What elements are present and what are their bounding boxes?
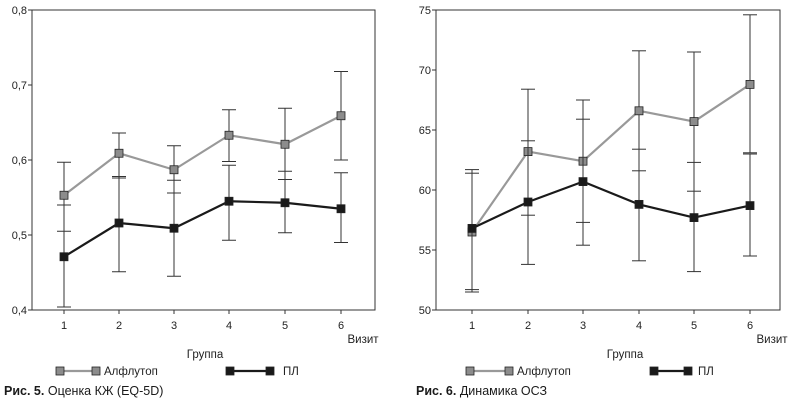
legend-marker bbox=[91, 366, 101, 376]
data-point bbox=[467, 223, 477, 233]
figure-5-caption-label: Рис. 5. bbox=[4, 384, 45, 398]
legend-marker bbox=[649, 366, 659, 376]
legend-item-pl: ПЛ bbox=[225, 366, 299, 378]
legend-item-alflutop: Алфлутоп bbox=[55, 366, 158, 378]
data-point bbox=[224, 196, 234, 206]
data-point bbox=[280, 198, 290, 208]
figure-5-caption-text: Оценка КЖ (EQ-5D) bbox=[47, 384, 164, 398]
y-tick-label: 0,5 bbox=[12, 230, 27, 242]
data-point bbox=[224, 130, 234, 140]
figure-6-caption-label: Рис. 6. bbox=[416, 384, 457, 398]
data-point bbox=[523, 197, 533, 207]
x-tick-label: 2 bbox=[116, 320, 122, 332]
y-tick-label: 0,4 bbox=[12, 305, 27, 317]
legend-marker bbox=[55, 366, 65, 376]
data-point bbox=[578, 177, 588, 187]
legend-label: ПЛ bbox=[698, 366, 714, 378]
data-point bbox=[689, 117, 699, 126]
series-line bbox=[63, 114, 342, 197]
legend-title: Группа bbox=[607, 349, 644, 361]
data-point bbox=[59, 252, 69, 262]
figure-6-caption-text: Динамика ОСЗ bbox=[459, 384, 548, 398]
y-tick-label: 55 bbox=[419, 245, 431, 257]
x-tick-label: 6 bbox=[747, 320, 753, 332]
x-tick-label: 3 bbox=[580, 320, 586, 332]
legend-marker bbox=[504, 366, 514, 376]
data-point bbox=[59, 190, 69, 200]
y-tick-label: 0,8 bbox=[12, 5, 27, 17]
data-point bbox=[689, 213, 699, 223]
data-point bbox=[634, 106, 644, 116]
y-tick-label: 0,6 bbox=[12, 155, 27, 167]
legend-marker bbox=[225, 366, 235, 376]
plot-frame bbox=[31, 9, 376, 311]
legend-label: Алфлутоп bbox=[517, 366, 571, 378]
series-line bbox=[63, 200, 342, 258]
data-point bbox=[169, 165, 179, 175]
series-alflutop bbox=[465, 14, 757, 293]
data-point bbox=[634, 199, 644, 209]
x-tick-label: 3 bbox=[171, 320, 177, 332]
legend-marker bbox=[265, 366, 275, 376]
data-point bbox=[114, 148, 124, 158]
series-pl bbox=[57, 164, 348, 308]
legend-item-pl: ПЛ bbox=[649, 366, 714, 378]
x-tick-label: 6 bbox=[338, 320, 344, 332]
y-tick-label: 75 bbox=[419, 5, 431, 17]
series-line bbox=[471, 180, 751, 230]
data-point bbox=[745, 201, 755, 211]
series-alflutop bbox=[57, 71, 348, 232]
legend-item-alflutop: Алфлутоп bbox=[465, 366, 571, 378]
y-tick-label: 50 bbox=[419, 305, 431, 317]
y-tick-label: 60 bbox=[419, 185, 431, 197]
y-tick-label: 65 bbox=[419, 125, 431, 137]
data-point bbox=[336, 204, 346, 214]
y-tick-label: 0,7 bbox=[12, 80, 27, 92]
x-tick-label: 5 bbox=[282, 320, 288, 332]
x-tick-label: 5 bbox=[691, 320, 697, 332]
figure-6-caption: Рис. 6. Динамика ОСЗ bbox=[416, 384, 547, 398]
x-tick-label: 1 bbox=[469, 320, 475, 332]
x-tick-label: 4 bbox=[226, 320, 232, 332]
x-axis-label: Визит bbox=[756, 334, 788, 346]
series-line bbox=[471, 83, 751, 233]
legend-label: Алфлутоп bbox=[104, 366, 158, 378]
plot-frame bbox=[435, 9, 781, 311]
data-point bbox=[745, 80, 755, 89]
data-point bbox=[169, 223, 179, 233]
figure-5-caption: Рис. 5. Оценка КЖ (EQ-5D) bbox=[4, 384, 163, 398]
legend-marker bbox=[683, 366, 693, 376]
legend-label: ПЛ bbox=[283, 366, 299, 378]
legend-title: Группа bbox=[187, 349, 224, 361]
data-point bbox=[280, 139, 290, 149]
series-pl bbox=[465, 118, 757, 291]
legend-marker bbox=[465, 366, 475, 376]
x-tick-label: 2 bbox=[525, 320, 531, 332]
data-point bbox=[336, 111, 346, 121]
x-tick-label: 1 bbox=[61, 320, 67, 332]
x-tick-label: 4 bbox=[636, 320, 642, 332]
data-point bbox=[114, 218, 124, 228]
y-tick-label: 70 bbox=[419, 65, 431, 77]
x-axis-label: Визит bbox=[347, 334, 379, 346]
